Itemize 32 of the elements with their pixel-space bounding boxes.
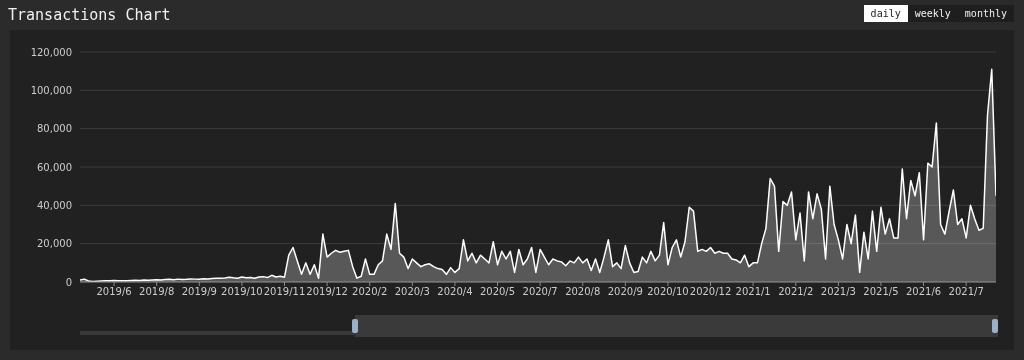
text: daily <box>863 5 908 22</box>
x-tick-label: 2019/11 <box>263 286 306 298</box>
x-tick-label: 2019/10 <box>221 286 263 298</box>
x-tick-label: 2020/5 <box>479 286 516 298</box>
text: monthly <box>963 7 1008 21</box>
chart-title: Transactions Chart <box>8 6 171 24</box>
y-tick-label: 100,000 <box>30 84 72 96</box>
y-tick-label: 40,000 <box>37 199 72 211</box>
y-tick-label: 60,000 <box>37 161 72 173</box>
x-tick-label: 2021/1 <box>735 286 771 298</box>
x-tick-label: 2020/2 <box>352 286 388 298</box>
x-tick-label: 2021/7 <box>948 286 984 298</box>
y-tick-label: 80,000 <box>37 123 72 135</box>
x-tick-label: 2019/12 <box>306 286 348 298</box>
x-tick-label: 2019/9 <box>181 286 217 298</box>
x-tick-label: 2020/8 <box>565 286 601 298</box>
x-tick-label: 2020/10 <box>647 286 689 298</box>
y-tick-label: 0 <box>65 276 72 288</box>
x-tick-label: 2021/3 <box>820 286 856 298</box>
x-tick-label: 2020/9 <box>607 286 643 298</box>
x-tick-label: 2019/6 <box>96 286 132 298</box>
y-tick-label: 120,000 <box>30 46 72 58</box>
x-tick-label: 2020/3 <box>394 286 430 298</box>
y-tick-label: 20,000 <box>37 238 72 250</box>
x-tick-label: 2021/5 <box>863 286 899 298</box>
x-tick-label: 2020/4 <box>437 286 473 298</box>
x-tick-label: 2021/2 <box>778 286 814 298</box>
x-tick-label: 2019/8 <box>139 286 175 298</box>
x-tick-label: 2020/7 <box>522 286 558 298</box>
x-tick-label: 2020/12 <box>689 286 732 298</box>
text: weekly <box>913 7 952 21</box>
x-tick-label: 2021/6 <box>905 286 942 298</box>
